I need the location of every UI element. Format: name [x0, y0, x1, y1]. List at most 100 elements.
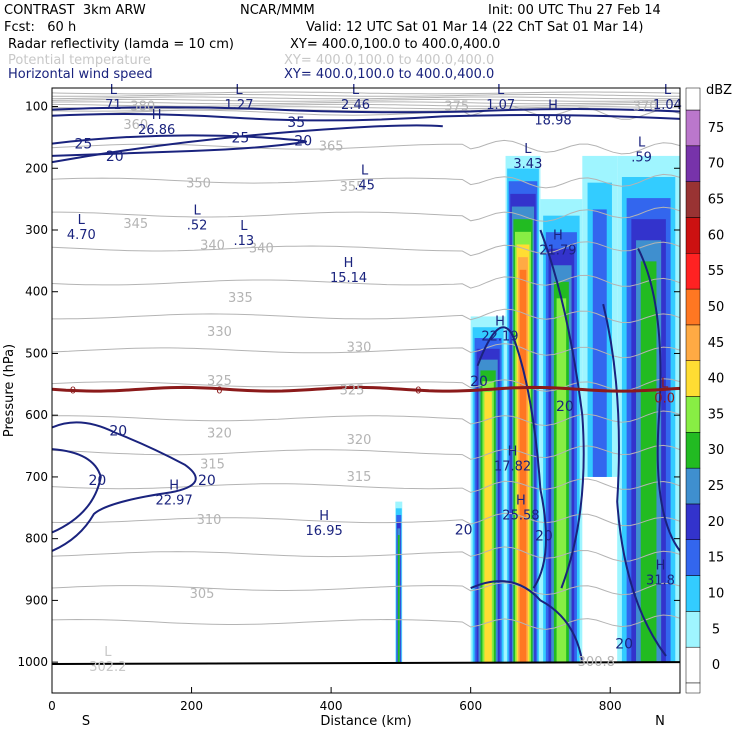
reflectivity-cell — [640, 261, 657, 663]
extremum-value: 31.8 — [646, 574, 675, 589]
reflectivity-cell — [519, 269, 527, 663]
extremum-value: 302.2 — [89, 660, 126, 675]
wind-contour — [52, 421, 197, 552]
x-axis-label: Distance (km) — [320, 714, 411, 729]
extremum-kind: L — [664, 83, 672, 98]
wind-contour — [539, 229, 585, 589]
theta-isentrope — [52, 98, 680, 102]
extremum-value: 71 — [105, 98, 122, 113]
colorbar-swatch — [685, 253, 701, 290]
wind-speed-label: 20 — [470, 374, 488, 390]
colorbar-swatch — [685, 324, 701, 361]
y-tick-label: 1000 — [17, 655, 48, 669]
extremum-value: 22.97 — [156, 493, 193, 508]
extremum-kind: L — [352, 83, 360, 98]
colorbar-label: 60 — [708, 228, 725, 243]
colorbar-label: 50 — [708, 300, 725, 315]
extremum-value: 1.07 — [486, 98, 515, 113]
field-name-reflectivity: Radar reflectivity (lamda = 10 cm) — [8, 37, 234, 52]
extremum-kind: H — [548, 99, 558, 114]
extremum-value: 4.70 — [67, 228, 96, 243]
colorbar-label: 5 — [712, 622, 720, 637]
theta-isentrope — [52, 378, 680, 392]
colorbar-swatch — [685, 217, 701, 254]
field-name-wind: Horizontal wind speed — [8, 67, 153, 82]
wind-speed-label: 25 — [74, 137, 92, 153]
theta-isentrope — [52, 96, 680, 100]
extremum-value: 15.14 — [330, 271, 367, 286]
wind-contour — [52, 106, 680, 114]
reflectivity-cell — [556, 298, 567, 663]
theta-isentrope — [52, 410, 680, 427]
wind-speed-label: 20 — [109, 424, 127, 440]
extremum-kind: H — [553, 228, 563, 243]
extremum-value: .13 — [234, 234, 255, 249]
y-tick-label: 800 — [25, 532, 48, 546]
theta-label: 375 — [444, 100, 469, 115]
y-tick-label: 400 — [25, 285, 48, 299]
theta-isentrope — [52, 546, 680, 562]
theta-label: 340 — [249, 242, 274, 257]
x-tick-label: 0 — [48, 699, 56, 713]
colorbar-swatch — [685, 575, 701, 612]
theta-isentrope — [52, 106, 680, 110]
extremum-value: 3.43 — [513, 157, 542, 172]
north-label: N — [655, 714, 665, 729]
wind-contour — [602, 303, 667, 657]
extremum-value: 17.82 — [494, 459, 531, 474]
wind-speed-label: 20 — [88, 473, 106, 489]
colorbar-swatch — [685, 109, 701, 147]
y-tick-label: 500 — [25, 346, 48, 360]
colorbar-label: 20 — [708, 515, 725, 530]
colorbar-label: 15 — [708, 551, 725, 566]
theta-isentrope — [52, 274, 680, 289]
theta-label: 350 — [186, 177, 211, 192]
extremum-value: 2.46 — [341, 98, 370, 113]
extremum-kind: H — [319, 509, 329, 524]
extremum-kind: L — [110, 83, 118, 98]
theta-label: 345 — [123, 217, 148, 232]
theta-isentrope — [52, 103, 680, 107]
wind-contour — [52, 134, 307, 157]
extremum-value: .52 — [187, 219, 208, 234]
reflectivity-cell — [397, 535, 400, 663]
extremum-value: 1.27 — [225, 98, 254, 113]
wind-contour — [476, 326, 547, 589]
field-xy-reflectivity: XY= 400.0,100.0 to 400.0,400.0 — [290, 37, 501, 52]
colorbar-cap — [685, 682, 701, 694]
x-tick-label: 800 — [599, 699, 622, 713]
extremum-kind: H — [152, 108, 162, 123]
extremum-kind: L — [78, 213, 86, 228]
theta-label: 320 — [347, 433, 372, 448]
colorbar-label: 25 — [708, 479, 725, 494]
colorbar-swatch — [685, 503, 701, 540]
extremum-value: 0.0 — [654, 391, 675, 406]
freezing-level-label: 0 — [216, 385, 222, 396]
freezing-level-label: 0 — [415, 385, 421, 396]
theta-isentrope — [52, 173, 680, 189]
freezing-level-label: 0 — [70, 385, 76, 396]
colorbar-cap — [685, 87, 701, 111]
wind-contour — [52, 124, 443, 164]
extremum-kind: H — [516, 494, 526, 509]
theta-label: 360 — [123, 118, 148, 133]
y-tick-label: 100 — [25, 100, 48, 114]
colorbar-swatch — [685, 288, 701, 326]
theta-isentrope — [52, 582, 680, 596]
y-tick-label: 300 — [25, 223, 48, 237]
field-xy-wind: XY= 400.0,100.0 to 400.0,400.0 — [284, 67, 495, 82]
theta-label: 330 — [207, 325, 232, 340]
colorbar-swatch — [685, 360, 701, 397]
theta-label: 325 — [207, 374, 232, 389]
theta-isentrope — [52, 308, 680, 323]
valid-time: Valid: 12 UTC Sat 01 Mar 14 (22 ChT Sat … — [306, 20, 644, 35]
extremum-kind: H — [508, 444, 518, 459]
south-label: S — [82, 714, 90, 729]
x-tick-label: 600 — [459, 699, 482, 713]
extremum-kind: L — [240, 219, 248, 234]
theta-isentrope — [52, 343, 680, 359]
theta-label: 330 — [347, 340, 372, 355]
y-tick-label: 700 — [25, 470, 48, 484]
theta-isentrope — [52, 206, 680, 222]
